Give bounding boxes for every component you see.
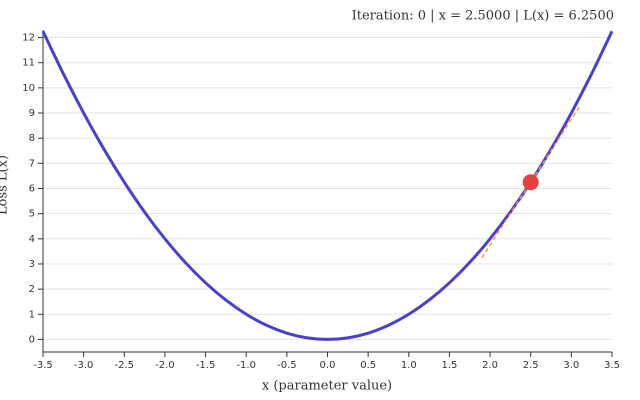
- x-tick-label: 0.0: [320, 360, 336, 371]
- y-tick-label: 12: [22, 33, 35, 44]
- x-tick-label: 0.5: [360, 360, 376, 371]
- y-tick-label: 0: [29, 334, 35, 345]
- x-tick-label: 3.5: [604, 360, 620, 371]
- y-tick-label: 5: [29, 209, 35, 220]
- x-tick-label: -2.0: [155, 360, 175, 371]
- x-tick-label: 2.5: [523, 360, 539, 371]
- y-tick-label: 11: [22, 58, 35, 69]
- chart-title: Iteration: 0 | x = 2.5000 | L(x) = 6.250…: [352, 9, 614, 24]
- y-axis-label: Loss L(x): [0, 155, 11, 215]
- y-tick-label: 6: [29, 183, 35, 194]
- x-axis-label: x (parameter value): [262, 379, 392, 394]
- x-tick-label: -3.0: [74, 360, 94, 371]
- y-tick-label: 10: [22, 83, 35, 94]
- y-tick-label: 1: [29, 309, 35, 320]
- y-tick-label: 4: [29, 234, 35, 245]
- x-tick-label: -2.5: [115, 360, 135, 371]
- x-tick-label: -1.5: [196, 360, 216, 371]
- y-tick-label: 7: [29, 158, 35, 169]
- y-tick-label: 2: [29, 284, 35, 295]
- x-tick-label: -1.0: [236, 360, 256, 371]
- x-tick-label: 1.5: [441, 360, 457, 371]
- tangent-line: [481, 106, 581, 259]
- x-tick-label: 3.0: [563, 360, 579, 371]
- x-tick-label: -3.5: [33, 360, 53, 371]
- y-tick-label: 3: [29, 259, 35, 270]
- current-point: [522, 174, 539, 191]
- x-tick-label: -0.5: [277, 360, 297, 371]
- x-tick-label: 2.0: [482, 360, 498, 371]
- y-tick-label: 8: [29, 133, 35, 144]
- y-tick-label: 9: [29, 108, 35, 119]
- x-tick-label: 1.0: [401, 360, 417, 371]
